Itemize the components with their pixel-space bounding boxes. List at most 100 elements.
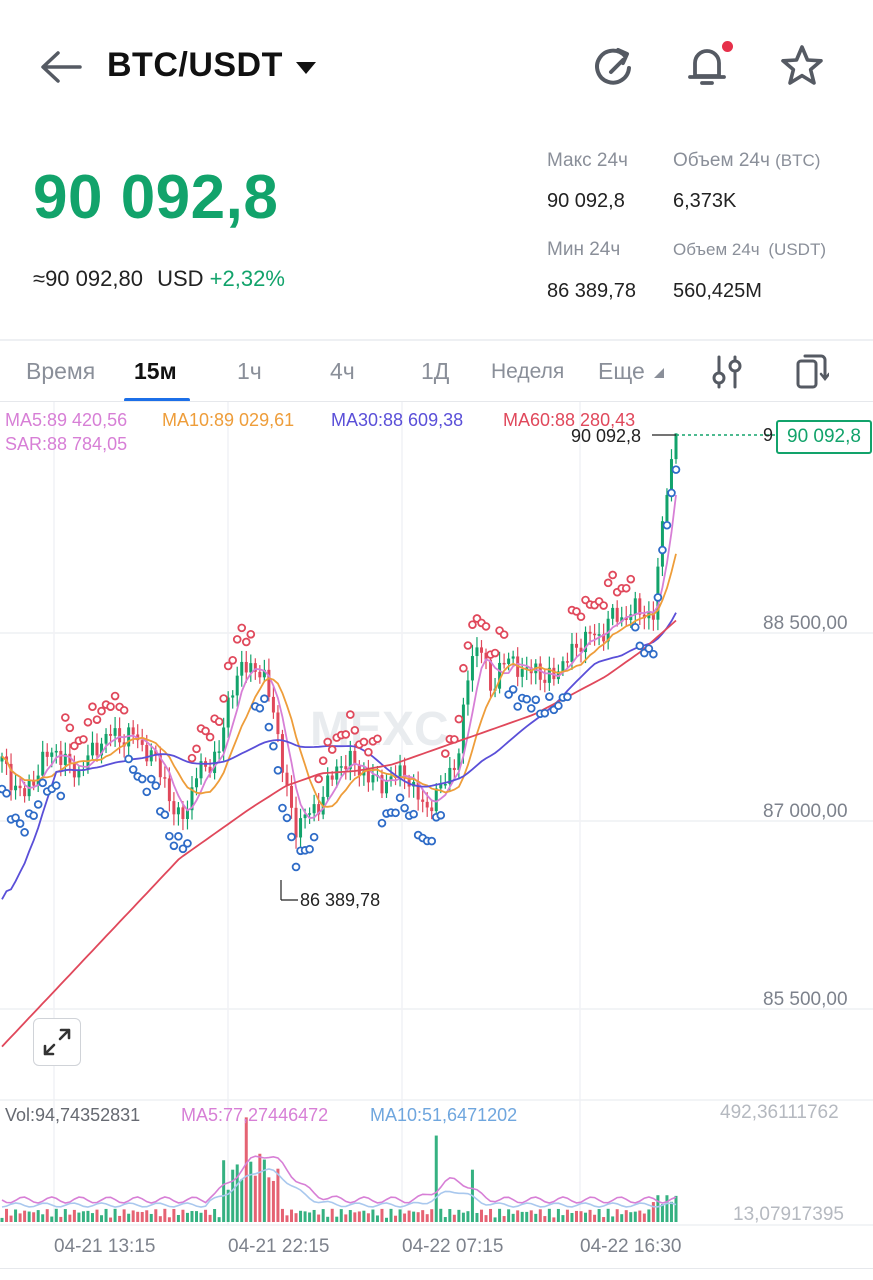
candle-body xyxy=(425,801,429,808)
sar-dot xyxy=(635,641,645,651)
volume-bar xyxy=(339,1209,343,1222)
sar-dot xyxy=(662,520,672,530)
sar-dot xyxy=(603,578,613,588)
candle-body xyxy=(231,695,235,698)
bottom-divider xyxy=(0,1268,873,1269)
ma10-legend: MA10:89 029,61 xyxy=(162,410,295,430)
tab-1d[interactable]: 1Д xyxy=(421,358,450,384)
candle-body xyxy=(235,675,239,696)
volume-bar xyxy=(45,1209,49,1222)
volume-bar xyxy=(276,1168,280,1222)
volume-bar xyxy=(149,1213,153,1222)
volume-bar xyxy=(425,1214,429,1222)
volume-bar xyxy=(362,1210,366,1222)
volume-bar xyxy=(285,1215,289,1222)
sar-dot xyxy=(160,810,170,820)
volume-bar xyxy=(244,1117,248,1222)
candle-body xyxy=(611,607,615,619)
volume-bar xyxy=(511,1213,515,1222)
tab-1h[interactable]: 1ч xyxy=(237,358,262,384)
candle-body xyxy=(285,772,289,786)
sar-dot xyxy=(350,725,360,735)
time-axis-label: 04-21 22:15 xyxy=(228,1236,330,1257)
candle-body xyxy=(208,766,212,774)
volume-bar xyxy=(430,1209,434,1222)
price-axis-label: 88 500,00 xyxy=(763,613,848,634)
volume-bar xyxy=(158,1216,162,1222)
tab-more[interactable]: Еще xyxy=(598,358,665,385)
usd-price: ≈90 092,80 USD +2,32% xyxy=(33,266,285,292)
candle-body xyxy=(294,807,298,838)
indicator-settings-button[interactable] xyxy=(710,354,744,395)
volume-bar xyxy=(63,1209,67,1222)
refresh-icon xyxy=(595,48,631,85)
volume-bar xyxy=(163,1208,167,1222)
pair-title[interactable]: BTC/USDT xyxy=(107,46,283,84)
corner-caret-icon xyxy=(654,368,665,378)
current-price-tag[interactable]: 90 092,8 xyxy=(776,420,872,454)
candle-body xyxy=(167,778,171,802)
volume-bar xyxy=(633,1211,637,1222)
volume-bar xyxy=(375,1215,379,1222)
volume-bar xyxy=(317,1214,321,1222)
sar-dot xyxy=(201,726,210,736)
volume-bar xyxy=(95,1209,99,1222)
candle-body xyxy=(461,704,465,754)
volume-bar xyxy=(222,1160,226,1222)
ma5-line xyxy=(1,494,677,820)
volume-bar xyxy=(448,1209,452,1222)
volume-bar xyxy=(620,1214,624,1222)
back-button[interactable] xyxy=(36,46,86,88)
sar-dot xyxy=(649,649,658,659)
sar-dot xyxy=(644,644,654,653)
rotate-screen-button[interactable] xyxy=(795,352,831,395)
candle-body xyxy=(452,767,456,771)
fullscreen-button[interactable] xyxy=(33,1018,81,1066)
refresh-button[interactable] xyxy=(589,42,637,90)
volume-bar xyxy=(574,1210,578,1222)
sar-dot xyxy=(364,747,373,757)
volume-bar xyxy=(145,1210,149,1222)
candle-body xyxy=(190,787,194,811)
volume-axis-min: 13,07917395 xyxy=(733,1204,844,1225)
candle-body xyxy=(507,658,511,664)
sar-dot xyxy=(346,710,355,719)
sar-dot xyxy=(223,661,233,671)
volume-bar xyxy=(176,1214,180,1222)
sar-dot xyxy=(65,723,75,733)
price-chart[interactable]: MEXC xyxy=(0,402,873,1280)
tab-15m[interactable]: 15м xyxy=(134,358,177,384)
sar-dot xyxy=(151,781,161,790)
sar-dot xyxy=(309,832,319,842)
sar-dot xyxy=(51,781,61,790)
volume-usdt-value: 560,425M xyxy=(673,280,762,302)
candle-body xyxy=(181,807,185,820)
volume-bar xyxy=(552,1217,556,1222)
favorite-button[interactable] xyxy=(778,42,826,90)
tab-4h[interactable]: 4ч xyxy=(330,358,355,384)
volume-bar xyxy=(570,1212,574,1222)
candle-body xyxy=(240,661,244,676)
volume-bar xyxy=(154,1209,158,1222)
tab-time[interactable]: Время xyxy=(26,358,96,384)
sar-dot xyxy=(142,787,152,797)
sar-dot xyxy=(287,832,296,842)
volume-bar xyxy=(516,1210,520,1222)
dropdown-caret-icon[interactable] xyxy=(294,60,318,81)
candle-body xyxy=(651,612,655,620)
volume-bar xyxy=(271,1180,275,1222)
sar-dot xyxy=(15,819,25,828)
volume-bar xyxy=(109,1217,113,1222)
candle-body xyxy=(489,659,493,691)
tab-week[interactable]: Неделя xyxy=(491,360,565,383)
candle-body xyxy=(479,647,483,653)
volume-bar xyxy=(32,1212,36,1222)
candle-body xyxy=(267,669,271,697)
candle-body xyxy=(348,750,352,770)
candle-body xyxy=(145,744,149,762)
candle-body xyxy=(100,743,104,756)
candle-body xyxy=(308,813,312,815)
volume-bar xyxy=(561,1215,565,1222)
notifications-button[interactable] xyxy=(683,41,733,90)
volume-bar xyxy=(213,1209,217,1222)
